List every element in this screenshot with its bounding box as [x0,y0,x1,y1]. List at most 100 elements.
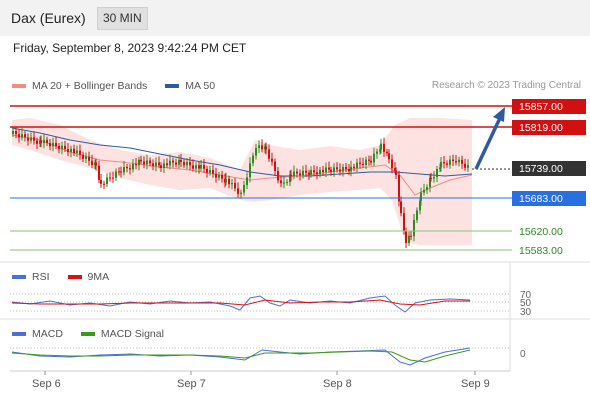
candle-body [426,187,428,190]
chart-datetime: Friday, September 8, 2023 9:42:24 PM CET [13,41,247,55]
candle-body [388,153,390,160]
level-tag-15857: 15857.00 [512,99,586,114]
rsi-legend: RSI 9MA [12,271,109,283]
candle-body [27,137,29,141]
rsi-legend-label: RSI [32,271,50,283]
candle-body [85,156,87,159]
candle-body [52,142,54,147]
candle-body [423,189,425,193]
candle-body [348,169,350,172]
candle-body [353,166,355,168]
candle-body [365,159,367,165]
candle-body [24,134,26,138]
candle-body [342,167,344,172]
candle-body [289,174,291,182]
candle-body [106,177,108,184]
candle-body [152,163,154,167]
candle-body [46,139,48,143]
candle-body [313,170,315,173]
candle-body [58,146,60,150]
candle-body [73,148,75,153]
macd-signal-swatch [80,332,95,336]
candle-body [333,167,335,172]
level-tag-15739: 15739.00 [512,161,586,176]
candle-body [286,182,288,183]
candle-body [467,165,469,168]
candle-body [186,162,188,166]
candle-body [95,162,97,166]
rsi-line [11,295,471,313]
macd-legend-label: MACD [32,328,63,340]
candle-body [261,145,263,150]
candle-body [212,169,214,174]
candle-body [135,164,137,166]
forecast-arrow-shaft [474,117,502,170]
ma20-swatch [12,84,26,88]
candle-body [416,210,418,220]
candle-body [336,167,338,170]
candle-body [43,139,45,144]
candle-body [440,162,442,168]
timeframe-badge[interactable]: 30 MIN [97,7,148,30]
candle-body [400,201,402,214]
macd-line [11,347,471,366]
time-label-sep6: Sep 6 [32,378,61,390]
candle-body [98,165,100,180]
candle-body [76,150,78,153]
candle-body [436,169,438,178]
candle-body [249,163,251,178]
candle-body [383,143,385,152]
candle-body [325,167,327,172]
candle-body [380,143,382,150]
candle-body [189,162,191,166]
candle-body [446,163,448,165]
research-credit: Research © 2023 Trading Central [431,80,581,91]
candle-body [180,159,182,162]
candle-body [149,160,151,164]
candle-body [319,169,321,175]
candle-body [376,151,378,154]
candle-body [228,178,230,185]
candle-body [118,171,120,173]
main-legend: MA 20 + Bollinger Bands MA 50 [12,80,215,92]
level-tag-15819: 15819.00 [512,120,586,135]
candle-body [443,162,445,164]
level-label: 15819.00 [519,122,563,134]
candle-body [405,230,407,243]
candle-body [386,151,388,154]
candle-body [277,171,279,181]
candle-body [350,166,352,172]
candle-body [322,169,324,172]
rsi-tick-70: 70 [520,290,532,301]
candle-body [280,180,282,184]
candle-body [362,163,364,165]
candle-body [413,220,415,237]
candle-body [30,137,32,141]
candle-body [40,140,42,144]
candle-body [410,235,412,237]
macd-legend: MACD MACD Signal [12,328,164,340]
candle-body [178,159,180,165]
candle-body [146,160,148,165]
ma20-line [11,134,473,196]
candle-body [433,177,435,179]
candle-body [215,173,217,178]
candle-body [305,170,307,173]
ma20-legend-label: MA 20 + Bollinger Bands [32,80,148,92]
candle-body [100,180,102,184]
rsi-ma-legend-label: 9MA [87,271,110,283]
time-label-sep9: Sep 9 [461,378,490,390]
level-label: 15857.00 [519,101,563,113]
candle-body [61,145,63,150]
candle-body [158,162,160,166]
candle-body [290,174,292,177]
candle-body [109,177,111,179]
candle-body [252,155,254,164]
ma50-swatch [165,84,180,88]
forecast-arrow-head [493,107,505,122]
candle-body [268,149,270,159]
bollinger-band [12,118,472,245]
candle-body [67,149,69,153]
candle-body [420,192,422,201]
